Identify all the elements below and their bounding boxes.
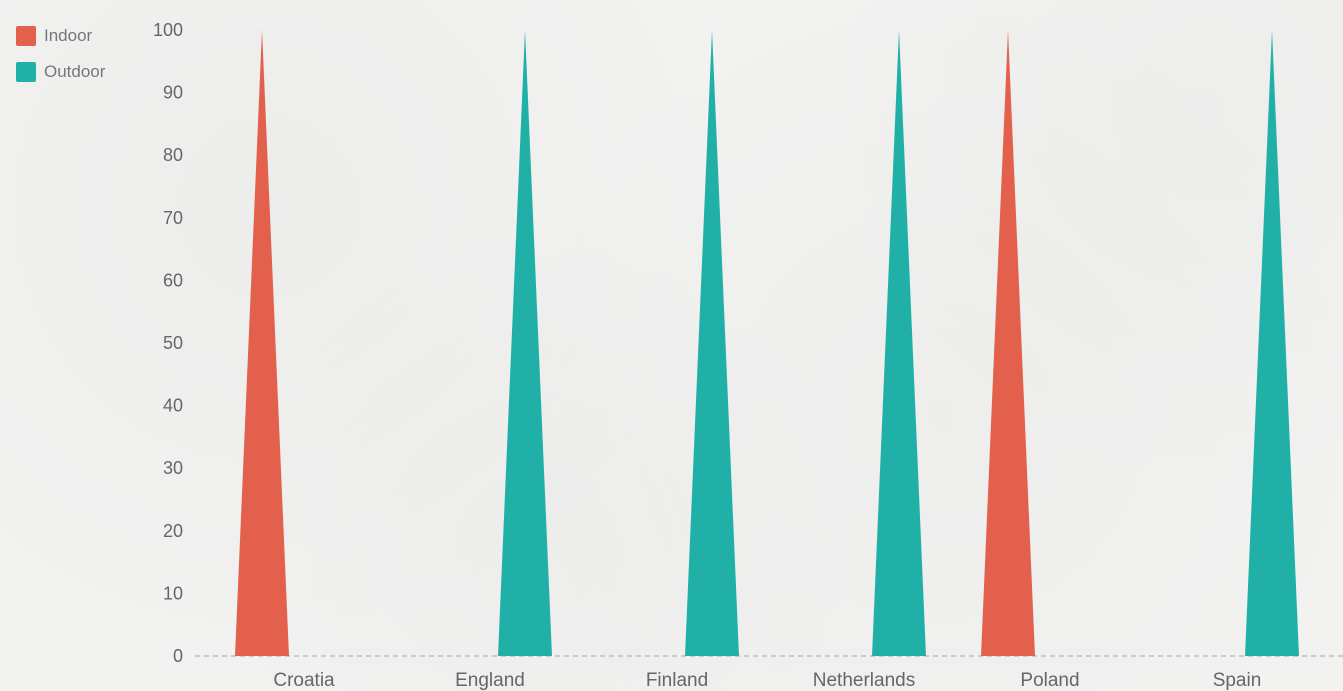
bar-outdoor-finland[interactable] <box>685 30 739 656</box>
y-tick-label: 80 <box>163 145 183 165</box>
x-tick-label: Croatia <box>273 670 335 691</box>
legend-label-outdoor: Outdoor <box>44 62 106 81</box>
x-tick-label: Netherlands <box>813 670 915 691</box>
x-tick-label: England <box>455 670 525 691</box>
y-tick-label: 100 <box>153 20 183 40</box>
legend-item-indoor[interactable]: Indoor <box>16 24 105 48</box>
y-tick-label: 50 <box>163 333 183 353</box>
legend-swatch-outdoor <box>16 62 36 82</box>
y-tick-label: 10 <box>163 583 183 603</box>
bar-outdoor-netherlands[interactable] <box>872 30 926 656</box>
legend-item-outdoor[interactable]: Outdoor <box>16 60 105 84</box>
legend: Indoor Outdoor <box>16 24 105 96</box>
x-axis: Croatia England Finland Netherlands Poland Sp… <box>273 670 1261 691</box>
x-tick-label: Poland <box>1020 670 1079 691</box>
y-axis: 0 10 20 30 40 50 60 70 80 90 100 <box>153 20 183 666</box>
legend-swatch-indoor <box>16 26 36 46</box>
bar-indoor-poland[interactable] <box>981 30 1035 656</box>
y-tick-label: 20 <box>163 521 183 541</box>
y-tick-label: 0 <box>173 646 183 666</box>
y-tick-label: 40 <box>163 396 183 416</box>
x-tick-label: Finland <box>646 670 708 691</box>
y-tick-label: 60 <box>163 270 183 290</box>
y-tick-label: 90 <box>163 83 183 103</box>
bars <box>235 30 1299 656</box>
bar-outdoor-spain[interactable] <box>1245 30 1299 656</box>
y-tick-label: 30 <box>163 458 183 478</box>
y-tick-label: 70 <box>163 208 183 228</box>
bar-outdoor-england[interactable] <box>498 30 552 656</box>
legend-label-indoor: Indoor <box>44 26 93 45</box>
bar-indoor-croatia[interactable] <box>235 30 289 656</box>
x-tick-label: Spain <box>1213 670 1262 691</box>
